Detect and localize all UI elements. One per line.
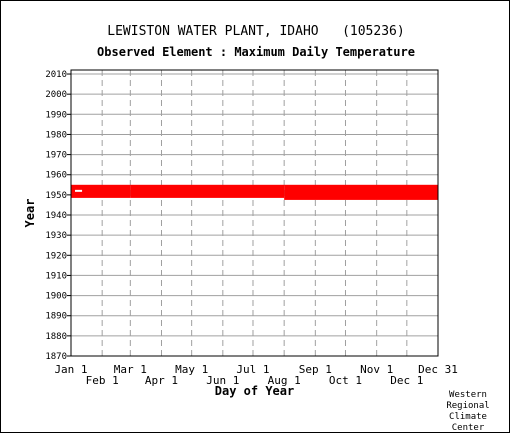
y-tick-label: 1870: [45, 352, 67, 362]
plot-border: [70, 69, 439, 357]
x-tick-label: Jul 1: [236, 363, 269, 376]
y-tick-label: 1930: [45, 231, 67, 241]
x-tick-label: Dec 1: [390, 374, 423, 387]
y-tick-label: 1980: [45, 130, 67, 140]
y-tick-label: 1970: [45, 151, 67, 161]
x-tick-label: Jan 1: [54, 363, 87, 376]
y-tick-label: 1940: [45, 211, 67, 221]
x-tick-label: Jun 1: [206, 374, 239, 387]
y-tick-label: 1950: [45, 191, 67, 201]
x-tick-label: Mar 1: [114, 363, 147, 376]
x-tick-label: Dec 31: [418, 363, 458, 376]
data-bar: [284, 184, 438, 200]
x-tick-label: Sep 1: [299, 363, 332, 376]
x-tick-label: May 1: [175, 363, 208, 376]
x-axis-label: Day of Year: [215, 384, 294, 398]
y-tick-label: 1920: [45, 251, 67, 261]
data-gap: [75, 189, 83, 192]
credit-line: Western: [449, 390, 487, 400]
data-bar: [71, 184, 131, 198]
x-tick-label: Nov 1: [360, 363, 393, 376]
y-tick-label: 1890: [45, 312, 67, 322]
y-tick-label: 1900: [45, 292, 67, 302]
y-tick-label: 1880: [45, 332, 67, 342]
plot-area: [71, 70, 438, 356]
y-tick-label: 1910: [45, 271, 67, 281]
data-bar: [130, 184, 285, 198]
x-tick-label: Oct 1: [329, 374, 362, 387]
credit-block: Western Regional Climate Center: [433, 390, 503, 433]
x-tick-label: Feb 1: [86, 374, 119, 387]
y-axis-label: Year: [23, 199, 37, 228]
credit-line: Center: [451, 423, 485, 433]
x-tick-label: Apr 1: [145, 374, 178, 387]
chart-subtitle: Observed Element : Maximum Daily Tempera…: [97, 45, 415, 59]
y-tick-label: 2010: [45, 70, 67, 80]
y-tick-label: 2000: [45, 90, 67, 100]
chart-title: LEWISTON WATER PLANT, IDAHO (105236): [107, 24, 405, 39]
y-tick-label: 1960: [45, 171, 67, 181]
credit-line: Regional: [446, 401, 490, 411]
credit-line: Climate: [449, 412, 487, 422]
y-tick-label: 1990: [45, 110, 67, 120]
x-tick-label: Aug 1: [268, 374, 301, 387]
